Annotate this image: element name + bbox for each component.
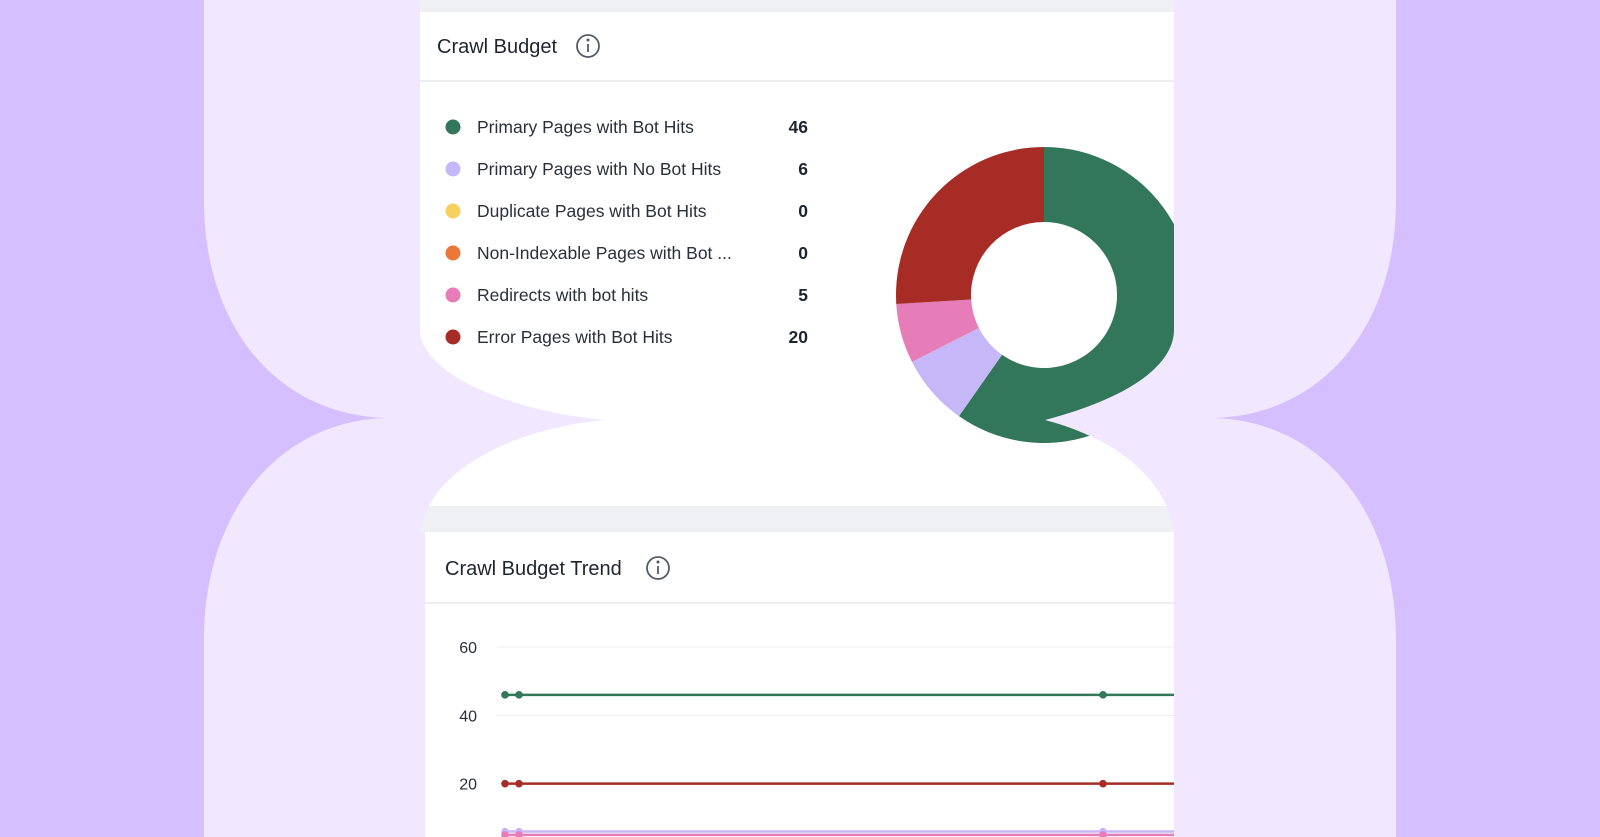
legend-value: 20 [789, 327, 809, 347]
legend-dot [445, 203, 461, 219]
legend-value: 6 [798, 159, 808, 179]
series-point[interactable] [501, 691, 509, 699]
legend-label: Duplicate Pages with Bot Hits [477, 201, 707, 221]
legend-label: Primary Pages with No Bot Hits [477, 159, 721, 179]
series-point[interactable] [501, 779, 509, 788]
legend-dot [445, 245, 461, 261]
info-icon[interactable] [646, 556, 670, 580]
y-tick-label: 20 [459, 777, 477, 794]
legend-value: 0 [798, 201, 808, 221]
legend-item[interactable]: Primary Pages with Bot Hits 46 [445, 117, 809, 137]
legend-item[interactable]: Duplicate Pages with Bot Hits 0 [445, 201, 809, 221]
legend-dot [445, 119, 461, 135]
crawl-budget-trend-card: Crawl Budget Trend 60 40 20 [425, 532, 1174, 837]
legend-label: Primary Pages with Bot Hits [477, 117, 694, 137]
legend-dot [445, 161, 461, 177]
info-icon[interactable] [576, 34, 600, 58]
legend-value: 5 [798, 285, 808, 305]
series-point[interactable] [515, 691, 523, 699]
crawl-budget-card: Crawl Budget Primary Pages with Bot Hits… [420, 0, 1192, 532]
series-point[interactable] [515, 779, 523, 788]
y-tick-label: 40 [459, 708, 477, 725]
y-tick-label: 60 [459, 640, 477, 657]
donut-slice[interactable] [958, 147, 1192, 443]
legend-value: 0 [798, 243, 808, 263]
series-point[interactable] [1099, 779, 1107, 788]
donut-chart [896, 147, 1192, 443]
trend-line-chart: 60 40 20 [459, 640, 1174, 837]
legend-label: Non-Indexable Pages with Bot ... [477, 243, 732, 263]
trend-title: Crawl Budget Trend [445, 558, 622, 580]
legend-dot [445, 329, 461, 345]
legend-item[interactable]: Non-Indexable Pages with Bot ... 0 [445, 243, 809, 263]
series-point[interactable] [1099, 691, 1107, 699]
donut-slice[interactable] [911, 328, 1003, 417]
legend-label: Redirects with bot hits [477, 285, 648, 305]
legend-label: Error Pages with Bot Hits [477, 327, 673, 347]
legend-value: 46 [789, 117, 809, 137]
crawl-budget-title: Crawl Budget [437, 36, 558, 58]
legend-item[interactable]: Error Pages with Bot Hits 20 [445, 327, 809, 347]
donut-slice[interactable] [896, 147, 1044, 305]
legend-dot [445, 287, 461, 303]
legend-item[interactable]: Redirects with bot hits 5 [445, 285, 809, 305]
legend-item[interactable]: Primary Pages with No Bot Hits 6 [445, 159, 809, 179]
donut-slice[interactable] [896, 299, 979, 362]
